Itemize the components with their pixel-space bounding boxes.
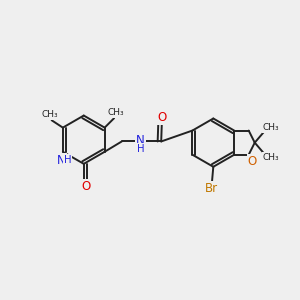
Text: O: O [81,180,90,193]
Text: CH₃: CH₃ [262,123,279,132]
Text: N: N [136,134,145,147]
Text: H: H [64,155,72,165]
Text: CH₃: CH₃ [107,108,124,117]
Text: Br: Br [205,182,218,195]
Text: CH₃: CH₃ [42,110,58,119]
Text: N: N [57,154,66,166]
Text: O: O [248,155,257,168]
Text: H: H [137,144,144,154]
Text: O: O [157,111,167,124]
Text: CH₃: CH₃ [262,153,279,162]
